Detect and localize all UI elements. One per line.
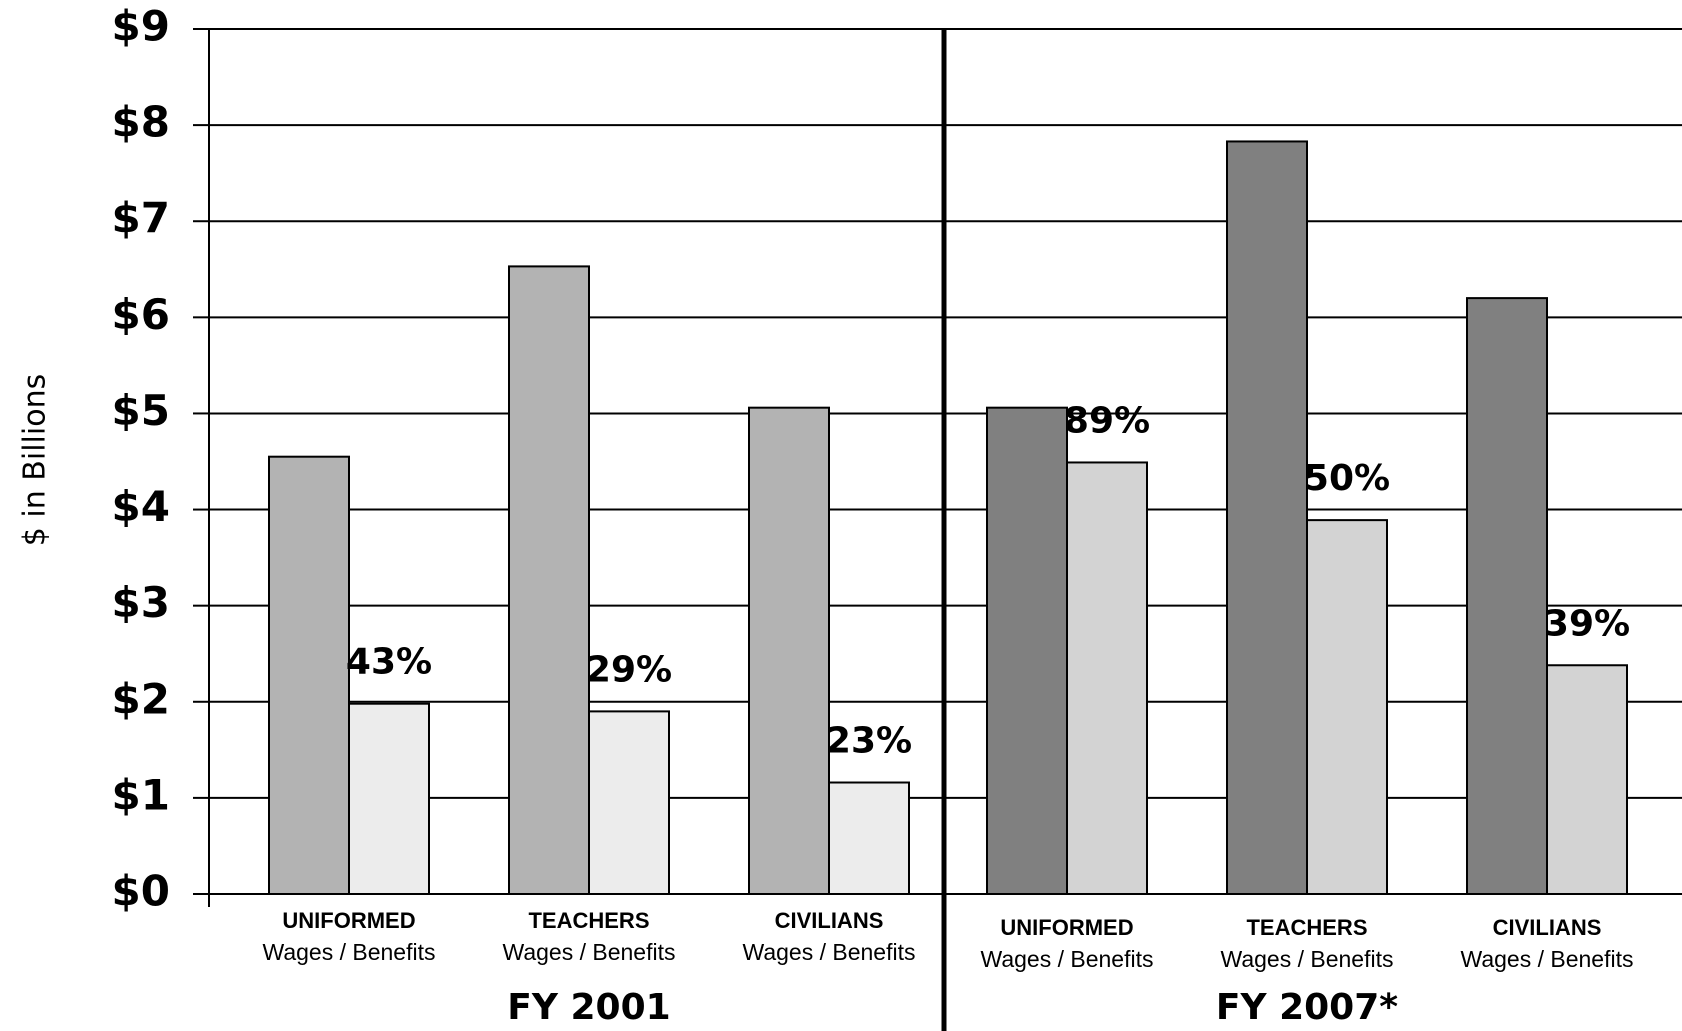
bar-annotation: 50% (1304, 458, 1390, 499)
y-tick-label: $9 (112, 2, 170, 51)
bar-annotation: 39% (1544, 603, 1630, 644)
y-tick-label: $5 (112, 386, 170, 435)
bar (748, 406, 830, 895)
bar (1306, 519, 1388, 896)
x-tick-sublabel: Wages / Benefits (980, 946, 1153, 972)
y-axis-label: $ in Billions (18, 374, 53, 546)
bar (1066, 461, 1148, 895)
bar (508, 265, 590, 895)
x-tick-label: UNIFORMED (282, 908, 415, 933)
group-label: FY 2007* (1216, 987, 1398, 1028)
bar (1546, 664, 1628, 895)
x-tick-sublabel: Wages / Benefits (262, 939, 435, 965)
y-tick-label: $7 (112, 194, 170, 243)
y-tick-label: $4 (112, 482, 170, 531)
x-tick-sublabel: Wages / Benefits (1220, 946, 1393, 972)
bar-annotation: 89% (1064, 400, 1150, 441)
bar-annotation: 43% (346, 642, 432, 683)
bar-annotation: 23% (826, 721, 912, 762)
x-tick-label: CIVILIANS (775, 908, 884, 933)
group-label: FY 2001 (507, 987, 670, 1028)
y-tick-label: $6 (112, 290, 170, 339)
x-tick-sublabel: Wages / Benefits (1460, 946, 1633, 972)
bar (828, 781, 910, 895)
x-tick-label: UNIFORMED (1000, 915, 1133, 940)
x-tick-label: TEACHERS (528, 908, 649, 933)
bar (588, 710, 670, 896)
y-tick-label: $3 (112, 578, 170, 627)
y-tick-label: $0 (112, 867, 170, 916)
bar-annotation: 29% (586, 649, 672, 690)
bar (1466, 297, 1548, 896)
bar (986, 406, 1068, 895)
y-tick-label: $2 (112, 674, 170, 723)
bar (348, 702, 430, 896)
x-tick-label: CIVILIANS (1493, 915, 1602, 940)
x-tick-label: TEACHERS (1246, 915, 1367, 940)
y-tick-label: $8 (112, 98, 170, 147)
x-tick-sublabel: Wages / Benefits (502, 939, 675, 965)
x-tick-sublabel: Wages / Benefits (742, 939, 915, 965)
bar (1226, 140, 1308, 895)
bar (268, 455, 350, 895)
y-tick-label: $1 (112, 770, 170, 819)
